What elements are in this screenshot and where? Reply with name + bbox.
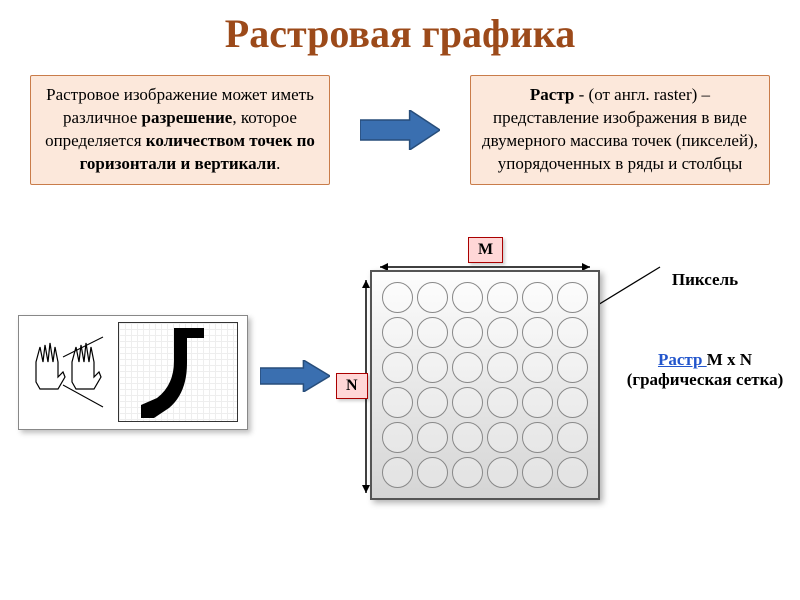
pixel-cell	[382, 457, 413, 488]
pixel-cell	[417, 352, 448, 383]
pixel-cell	[487, 387, 518, 418]
arrow-right-icon	[360, 110, 440, 150]
pixel-cell	[522, 457, 553, 488]
page-title: Растровая графика	[0, 0, 800, 75]
pixel-cell	[487, 352, 518, 383]
pixel-cell	[382, 422, 413, 453]
pixel-text-label: Пиксель	[615, 270, 795, 290]
pixel-cell	[417, 457, 448, 488]
pixel-cell	[452, 422, 483, 453]
pixel-cell	[557, 317, 588, 348]
pixel-cell	[382, 352, 413, 383]
pixel-cell	[452, 317, 483, 348]
pixel-cell	[522, 282, 553, 313]
pixel-cell	[417, 422, 448, 453]
pixel-cell	[417, 317, 448, 348]
pixel-cell	[557, 352, 588, 383]
pixel-cell	[557, 457, 588, 488]
pixel-cell	[452, 282, 483, 313]
pixel-cell	[382, 317, 413, 348]
pixel-grid	[370, 270, 600, 500]
right-labels: Пиксель Растр M x N (графическая сетка)	[615, 270, 795, 450]
pixel-cell	[487, 422, 518, 453]
pixel-cell	[557, 422, 588, 453]
pixel-cell	[382, 282, 413, 313]
pixel-cell	[382, 387, 413, 418]
n-label: N	[336, 373, 368, 399]
pixel-cell	[417, 282, 448, 313]
pixel-cell	[417, 387, 448, 418]
pixel-cell	[487, 282, 518, 313]
pixel-cell	[522, 352, 553, 383]
pixel-cell	[452, 387, 483, 418]
raster-link[interactable]: Растр	[658, 350, 707, 369]
pixel-cell	[452, 352, 483, 383]
raster-dimensions-label: Растр M x N (графическая сетка)	[615, 350, 795, 390]
pixel-cell	[522, 422, 553, 453]
resolution-definition-box: Растровое изображение может иметь различ…	[30, 75, 330, 185]
pixel-cell	[522, 317, 553, 348]
pixel-cell	[522, 387, 553, 418]
pixel-cell	[452, 457, 483, 488]
m-label: M	[468, 237, 503, 263]
pixel-cell	[487, 457, 518, 488]
diagram-area: M N Пиксель Растр M x N (графическая сет…	[0, 225, 800, 545]
pixel-cell	[557, 387, 588, 418]
pixel-cell	[487, 317, 518, 348]
pixel-cell	[557, 282, 588, 313]
top-row: Растровое изображение может иметь различ…	[0, 75, 800, 185]
raster-definition-box: Растр - (от англ. raster) – представлени…	[470, 75, 770, 185]
